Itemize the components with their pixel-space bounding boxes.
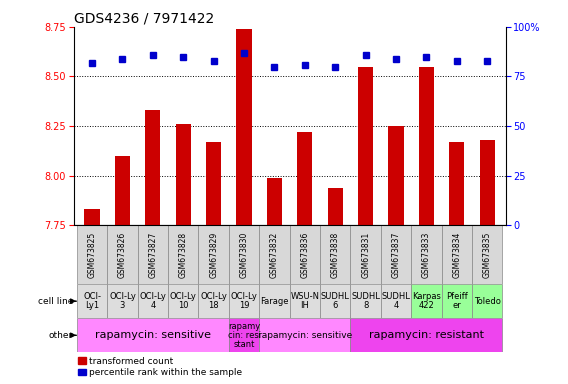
Bar xyxy=(290,225,320,284)
Text: OCI-Ly
3: OCI-Ly 3 xyxy=(109,292,136,311)
Bar xyxy=(259,225,290,284)
Text: GSM673832: GSM673832 xyxy=(270,232,279,278)
Bar xyxy=(137,225,168,284)
Bar xyxy=(449,142,465,225)
Bar xyxy=(168,225,198,284)
Bar xyxy=(229,318,259,352)
Text: GSM673835: GSM673835 xyxy=(483,232,492,278)
Text: GSM673829: GSM673829 xyxy=(209,232,218,278)
Text: OCI-
Ly1: OCI- Ly1 xyxy=(83,292,101,311)
Text: WSU-N
IH: WSU-N IH xyxy=(290,292,319,311)
Text: GSM673826: GSM673826 xyxy=(118,232,127,278)
Text: OCI-Ly
10: OCI-Ly 10 xyxy=(170,292,197,311)
Bar xyxy=(259,284,290,318)
Bar xyxy=(236,29,252,225)
Bar xyxy=(389,126,404,225)
Text: Pfeiff
er: Pfeiff er xyxy=(446,292,468,311)
Bar xyxy=(419,66,434,225)
Text: SUDHL
4: SUDHL 4 xyxy=(382,292,411,311)
Bar xyxy=(381,225,411,284)
Bar xyxy=(77,284,107,318)
Bar xyxy=(290,284,320,318)
Bar xyxy=(77,318,229,352)
Bar xyxy=(198,225,229,284)
Bar xyxy=(472,225,503,284)
Text: OCI-Ly
4: OCI-Ly 4 xyxy=(139,292,166,311)
Bar xyxy=(85,209,99,225)
Text: GSM673830: GSM673830 xyxy=(240,232,249,278)
Text: GSM673836: GSM673836 xyxy=(300,232,310,278)
Text: Karpas
422: Karpas 422 xyxy=(412,292,441,311)
Text: OCI-Ly
19: OCI-Ly 19 xyxy=(231,292,257,311)
Bar xyxy=(472,284,503,318)
Bar xyxy=(297,132,312,225)
Bar xyxy=(107,225,137,284)
Text: GSM673825: GSM673825 xyxy=(87,232,97,278)
Bar xyxy=(198,284,229,318)
Bar xyxy=(350,225,381,284)
Text: rapamycin: resistant: rapamycin: resistant xyxy=(369,330,484,340)
Bar xyxy=(358,66,373,225)
Bar xyxy=(176,124,191,225)
Text: other: other xyxy=(49,331,73,340)
Text: GSM673828: GSM673828 xyxy=(179,232,188,278)
Bar xyxy=(115,156,130,225)
Bar xyxy=(168,284,198,318)
Text: SUDHL
8: SUDHL 8 xyxy=(351,292,380,311)
Text: Toledo: Toledo xyxy=(474,296,501,306)
Bar xyxy=(442,225,472,284)
Bar xyxy=(411,225,442,284)
Bar xyxy=(259,318,350,352)
Bar xyxy=(320,225,350,284)
Text: rapamy
cin: resi
stant: rapamy cin: resi stant xyxy=(228,322,261,349)
Bar xyxy=(442,284,472,318)
Text: GSM673834: GSM673834 xyxy=(452,232,461,278)
Bar xyxy=(350,284,381,318)
Text: GSM673831: GSM673831 xyxy=(361,232,370,278)
Bar xyxy=(137,284,168,318)
Bar xyxy=(107,284,137,318)
Bar xyxy=(320,284,350,318)
Text: GSM673833: GSM673833 xyxy=(422,232,431,278)
Bar xyxy=(229,284,259,318)
Bar xyxy=(145,110,161,225)
Bar xyxy=(267,178,282,225)
Bar xyxy=(206,142,222,225)
Text: GSM673837: GSM673837 xyxy=(391,232,400,278)
Legend: transformed count, percentile rank within the sample: transformed count, percentile rank withi… xyxy=(78,357,243,377)
Bar xyxy=(480,140,495,225)
Bar xyxy=(350,318,503,352)
Text: OCI-Ly
18: OCI-Ly 18 xyxy=(201,292,227,311)
Bar xyxy=(381,284,411,318)
Bar xyxy=(229,225,259,284)
Text: GSM673827: GSM673827 xyxy=(148,232,157,278)
Text: rapamycin: sensitive: rapamycin: sensitive xyxy=(95,330,211,340)
Bar xyxy=(411,284,442,318)
Text: SUDHL
6: SUDHL 6 xyxy=(321,292,350,311)
Text: cell line: cell line xyxy=(38,296,73,306)
Text: GSM673838: GSM673838 xyxy=(331,232,340,278)
Bar xyxy=(328,187,343,225)
Bar xyxy=(77,225,107,284)
Text: GDS4236 / 7971422: GDS4236 / 7971422 xyxy=(74,12,214,26)
Text: rapamycin: sensitive: rapamycin: sensitive xyxy=(258,331,352,340)
Text: Farage: Farage xyxy=(260,296,289,306)
